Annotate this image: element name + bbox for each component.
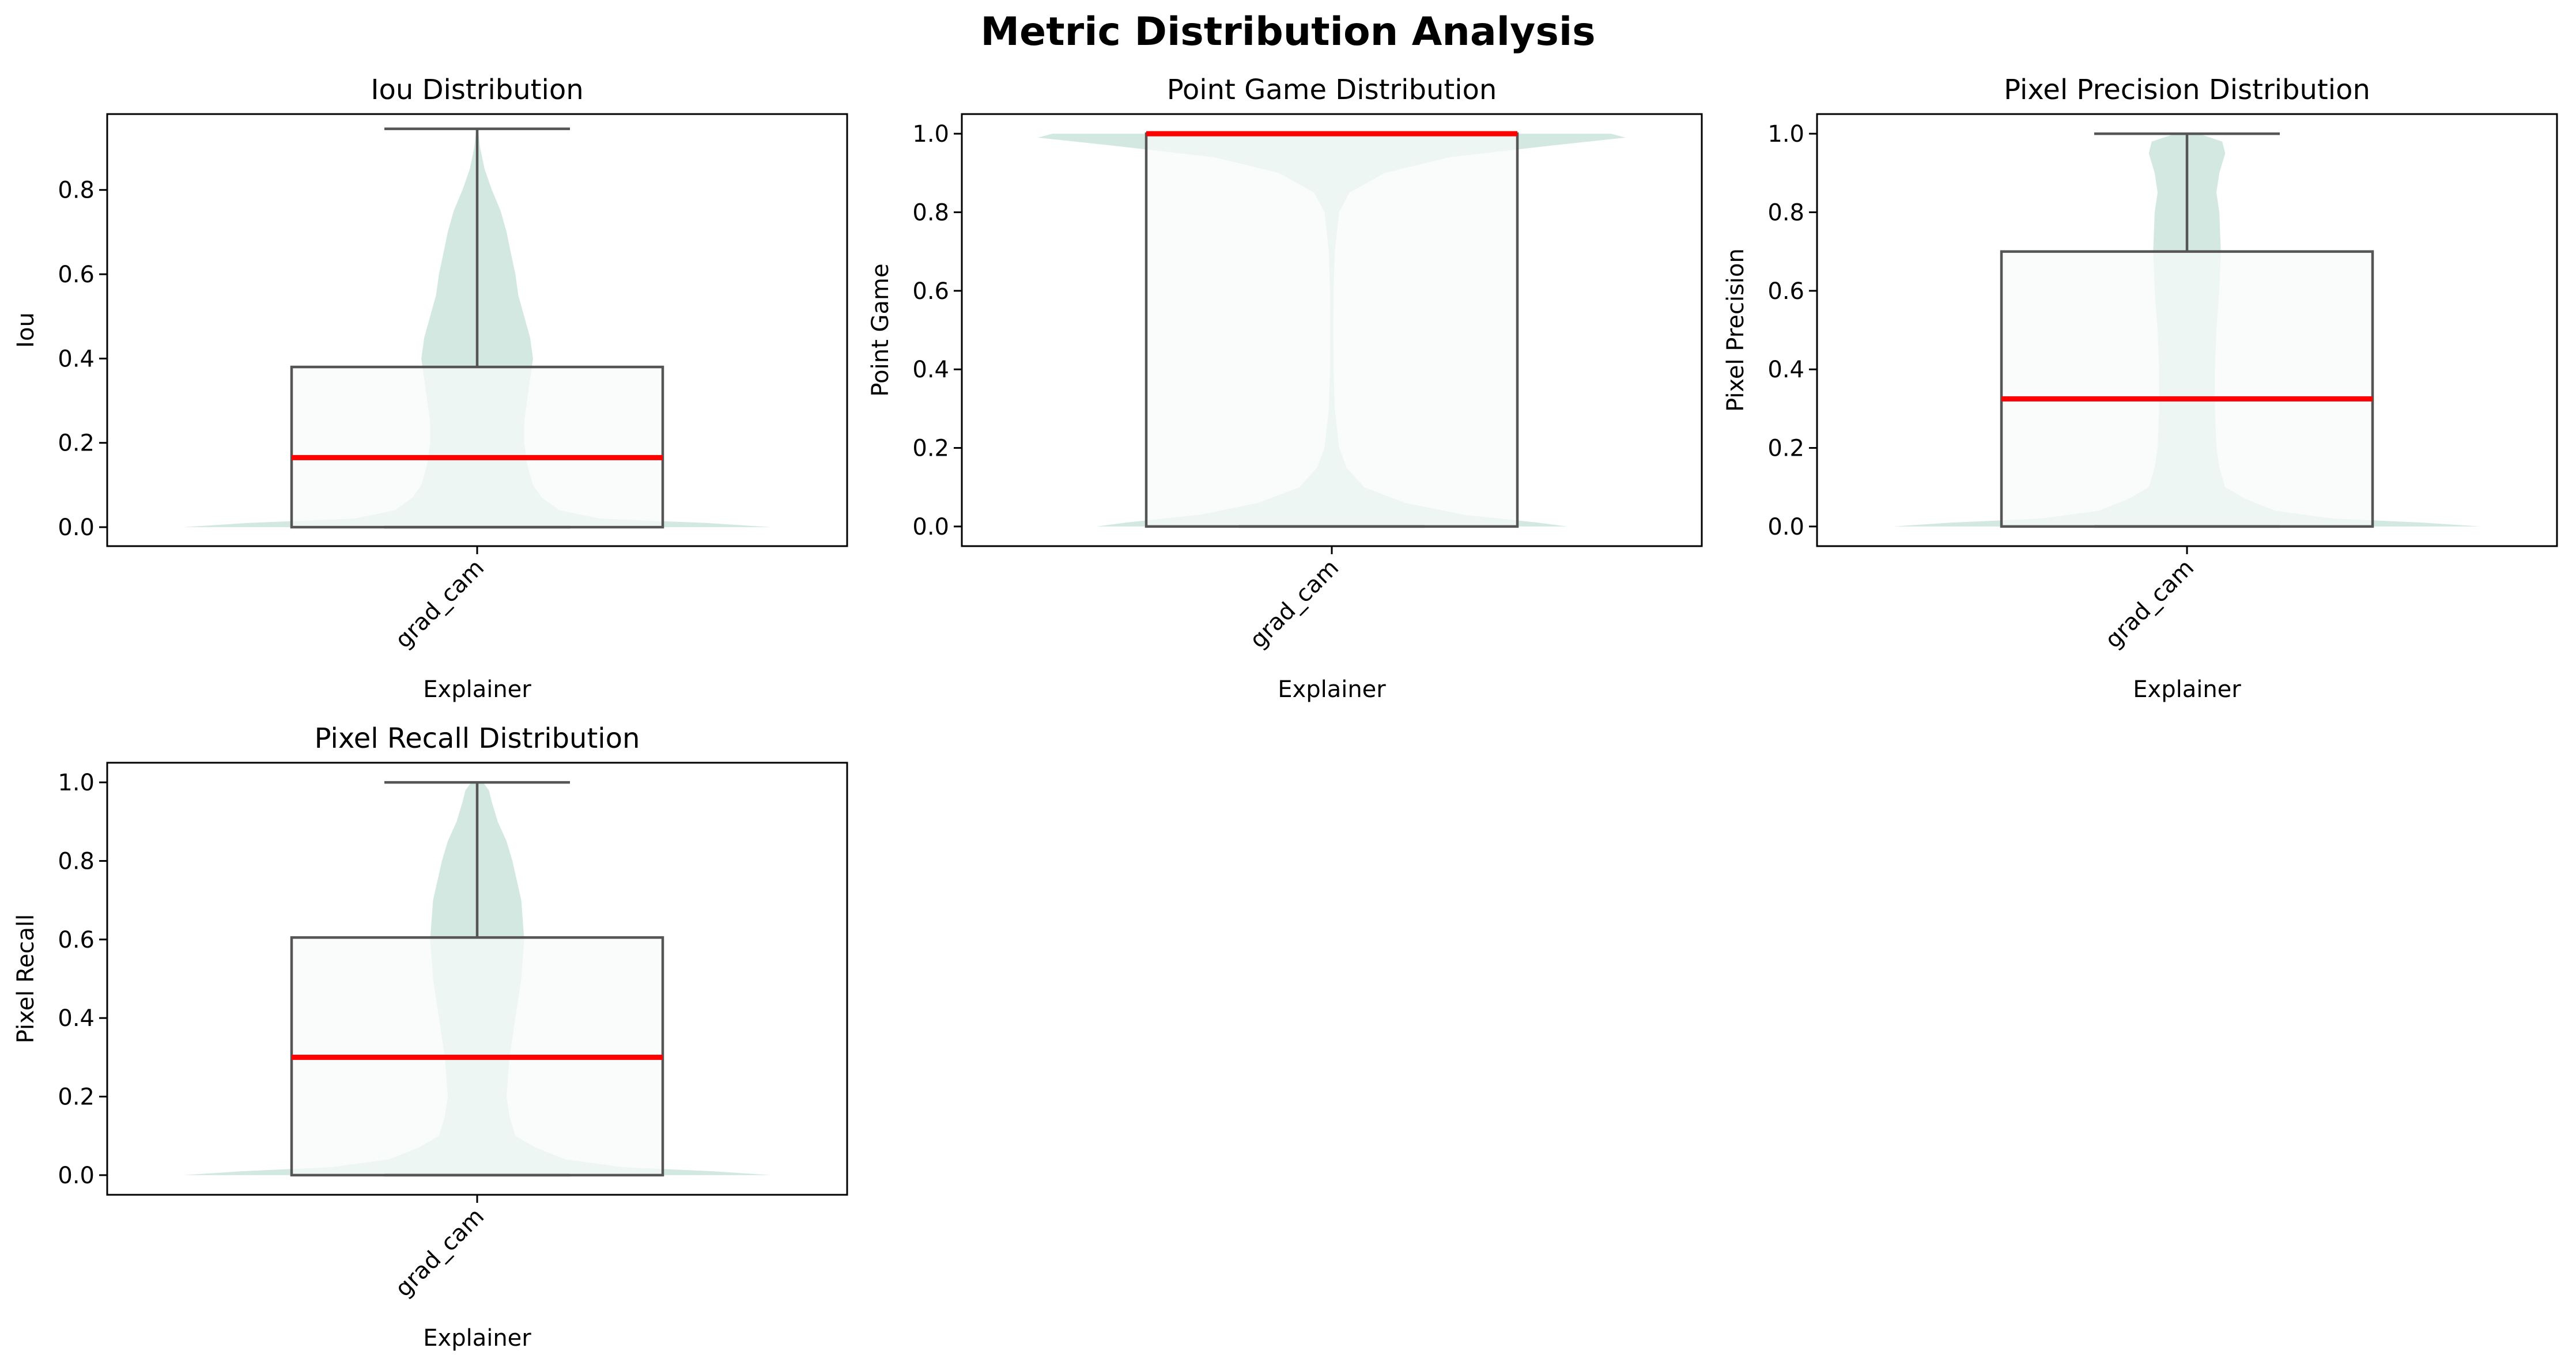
box-body: [1145, 132, 1519, 528]
panel-title: Pixel Precision Distribution: [2004, 74, 2370, 106]
y-tick-label: 0.2: [912, 436, 949, 462]
x-axis-label: Explainer: [423, 1325, 531, 1351]
y-tick-label: 0.6: [912, 278, 949, 305]
panel-title: Pixel Recall Distribution: [315, 722, 640, 755]
figure-title: Metric Distribution Analysis: [980, 9, 1595, 55]
y-tick-label: 0.8: [58, 848, 95, 874]
y-tick-label: 1.0: [1767, 121, 1804, 147]
panel-pixel-recall: 0.0 0.2 0.4 0.6 0.8 1.0 Pixel Recall Distribu…: [13, 722, 848, 1351]
y-tick-label: 0.4: [912, 357, 949, 383]
y-tick-label: 0.4: [1767, 357, 1804, 383]
y-axis-label: Pixel Precision: [1723, 248, 1749, 412]
y-tick-label: 0.0: [1767, 514, 1804, 540]
y-tick-label: 1.0: [58, 770, 95, 796]
y-tick-label: 0.0: [58, 514, 95, 541]
y-tick-label: 0.8: [912, 199, 949, 226]
y-tick-label: 0.6: [58, 927, 95, 953]
box-body: [290, 365, 664, 529]
y-tick-label: 0.0: [912, 514, 949, 540]
y-tick-label: 0.4: [58, 1005, 95, 1032]
x-axis-label: Explainer: [2133, 676, 2241, 703]
x-axis-label: Explainer: [1278, 676, 1386, 703]
panel-title: Point Game Distribution: [1167, 74, 1497, 106]
y-tick-label: 0.8: [1767, 199, 1804, 226]
y-tick-label: 0.0: [58, 1163, 95, 1189]
y-tick-label: 0.2: [58, 430, 95, 457]
y-tick-label: 0.4: [58, 346, 95, 372]
plot-area: 0.0 0.2 0.4 0.6 0.8 1.0: [1767, 113, 2558, 554]
box-body: [2000, 250, 2374, 528]
plot-area: 0.0 0.2 0.4 0.6 0.8 1.0: [912, 113, 1703, 554]
y-tick-label: 1.0: [912, 121, 949, 147]
plot-area: 0.0 0.2 0.4 0.6 0.8: [58, 113, 848, 554]
plot-area: 0.0 0.2 0.4 0.6 0.8 1.0: [58, 762, 848, 1203]
y-axis-label: Pixel Recall: [13, 914, 39, 1044]
panel-title: Iou Distribution: [371, 74, 583, 106]
y-tick-label: 0.2: [58, 1084, 95, 1111]
panel-point-game: 0.0 0.2 0.4 0.6 0.8 1.0 Point Game Distributi…: [867, 74, 1703, 703]
y-tick-label: 0.2: [1767, 436, 1804, 462]
y-tick-label: 0.6: [58, 262, 95, 288]
y-tick-label: 0.8: [58, 177, 95, 204]
x-axis-label: Explainer: [423, 676, 531, 703]
y-axis-label: Iou: [13, 312, 39, 348]
y-tick-label: 0.6: [1767, 278, 1804, 305]
y-axis-label: Point Game: [867, 263, 894, 396]
